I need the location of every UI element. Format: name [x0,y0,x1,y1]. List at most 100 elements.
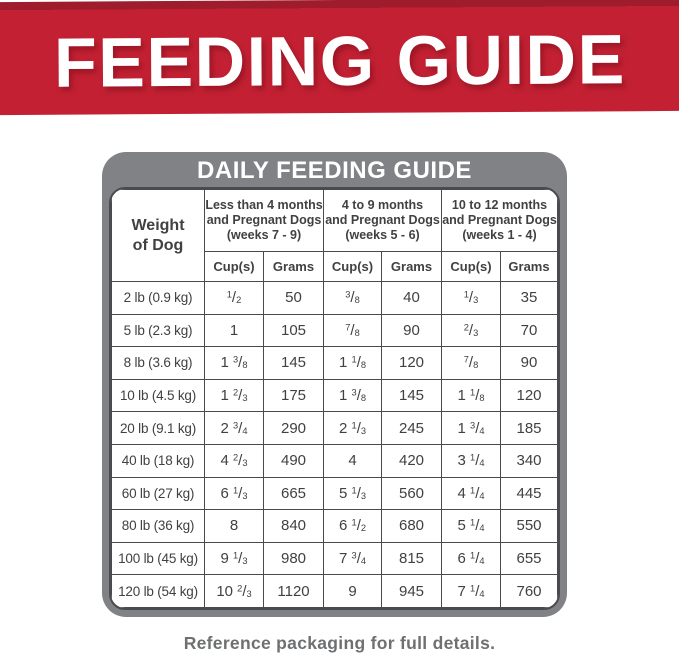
weight-cell: 20 lb (9.1 kg) [111,411,205,445]
cups-cell: 1 3/8 [204,346,264,380]
grams-cell: 945 [381,574,443,608]
grams-cell: 145 [381,378,443,413]
cups-cell: 4 1/4 [441,476,502,511]
weight-cell: 80 lb (36 kg) [111,509,205,543]
col-group-header-1: Less than 4 months and Pregnant Dogs (we… [203,189,325,252]
grams-cell: 420 [381,443,443,478]
feeding-table-wrap: Weight of Dog Less than 4 months and Pre… [109,187,560,610]
grams-cell: 680 [381,509,443,543]
weight-cell: 100 lb (45 kg) [111,541,205,576]
grams-cell: 90 [381,313,443,348]
grams-cell: 665 [262,476,325,511]
table-row: 10 lb (4.5 kg) 1 2/3 175 1 3/8 145 1 1/8… [111,378,558,413]
cups-header-1: Cup(s) [204,251,264,282]
grams-cell: 445 [500,476,558,511]
grams-cell: 145 [262,346,325,380]
weight-cell: 8 lb (3.6 kg) [111,346,205,380]
cups-cell: 1 [204,313,264,348]
grams-cell: 340 [500,443,558,478]
banner-title: FEEDING GUIDE [53,19,626,102]
feeding-guide-banner: FEEDING GUIDE [0,0,679,116]
cups-header-2: Cup(s) [323,251,383,282]
grams-cell: 175 [262,378,325,413]
cups-cell: 4 2/3 [204,443,264,478]
cups-cell: 1 3/8 [323,378,383,413]
grams-cell: 70 [500,313,558,348]
cups-cell: 7 3/4 [323,541,383,576]
table-row: 2 lb (0.9 kg) 1/2 50 3/8 40 1/3 35 [111,281,558,315]
grams-cell: 1120 [262,574,325,608]
cups-cell: 1/2 [204,281,264,315]
table-row: 100 lb (45 kg) 9 1/3 980 7 3/4 815 6 1/4… [111,541,558,576]
table-row: 80 lb (36 kg) 8 840 6 1/2 680 5 1/4 550 [111,509,558,543]
table-row: 5 lb (2.3 kg) 1 105 7/8 90 2/3 70 [111,313,558,348]
daily-feeding-table: Weight of Dog Less than 4 months and Pre… [111,189,558,608]
cups-cell: 3/8 [323,281,383,315]
grams-cell: 90 [500,346,558,380]
table-header-row: Weight of Dog Less than 4 months and Pre… [111,189,558,282]
cups-cell: 10 2/3 [204,574,264,608]
weight-cell: 5 lb (2.3 kg) [111,313,205,348]
cups-cell: 3 1/4 [441,443,502,478]
grams-cell: 50 [262,281,325,315]
grams-cell: 290 [262,411,325,445]
cups-cell: 9 [323,574,383,608]
daily-feeding-guide-panel: DAILY FEEDING GUIDE Weight of Dog Less t… [102,152,567,617]
cups-cell: 6 1/3 [204,476,264,511]
table-row: 8 lb (3.6 kg) 1 3/8 145 1 1/8 120 7/8 90 [111,346,558,380]
col-group-header-3: 10 to 12 months and Pregnant Dogs (weeks… [441,189,558,252]
table-row: 40 lb (18 kg) 4 2/3 490 4 420 3 1/4 340 [111,443,558,478]
cups-cell: 2 3/4 [204,411,264,445]
table-row: 120 lb (54 kg) 10 2/3 1120 9 945 7 1/4 7… [111,574,558,608]
cups-cell: 1 3/4 [441,411,502,445]
grams-cell: 245 [381,411,443,445]
cups-cell: 6 1/2 [323,509,383,543]
cups-cell: 6 1/4 [441,541,502,576]
cups-cell: 4 [323,443,383,478]
grams-cell: 980 [262,541,325,576]
cups-cell: 7/8 [323,313,383,348]
cups-cell: 7 1/4 [441,574,502,608]
cups-cell: 9 1/3 [204,541,264,576]
cups-cell: 7/8 [441,346,502,380]
grams-cell: 760 [500,574,558,608]
grams-header-2: Grams [381,251,443,282]
grams-cell: 840 [262,509,325,543]
grams-cell: 105 [262,313,325,348]
cups-cell: 2/3 [441,313,502,348]
cups-header-3: Cup(s) [441,251,502,282]
cups-cell: 5 1/3 [323,476,383,511]
daily-feeding-guide-title: DAILY FEEDING GUIDE [197,157,472,184]
weight-cell: 2 lb (0.9 kg) [111,281,205,315]
weight-cell: 10 lb (4.5 kg) [111,378,205,413]
cups-cell: 1/3 [441,281,502,315]
grams-cell: 120 [381,346,443,380]
weight-cell: 120 lb (54 kg) [111,574,205,608]
grams-cell: 35 [500,281,558,315]
table-row: 60 lb (27 kg) 6 1/3 665 5 1/3 560 4 1/4 … [111,476,558,511]
cups-cell: 1 1/8 [323,346,383,380]
cups-cell: 5 1/4 [441,509,502,543]
footer-note: Reference packaging for full details. [183,633,496,653]
weight-of-dog-header: Weight of Dog [111,189,205,282]
grams-cell: 560 [381,476,443,511]
cups-cell: 2 1/3 [323,411,383,445]
grams-cell: 120 [500,378,558,413]
grams-cell: 655 [500,541,558,576]
weight-cell: 60 lb (27 kg) [111,476,205,511]
cups-cell: 1 1/8 [441,378,502,413]
grams-cell: 40 [381,281,443,315]
grams-header-1: Grams [262,251,325,282]
weight-cell: 40 lb (18 kg) [111,443,205,478]
grams-cell: 550 [500,509,558,543]
table-unit-header-row: Cup(s) Grams Cup(s) Grams Cup(s) Grams [112,251,558,282]
cups-cell: 1 2/3 [204,378,264,413]
col-group-header-2: 4 to 9 months and Pregnant Dogs (weeks 5… [323,189,443,252]
grams-header-3: Grams [500,251,558,282]
grams-cell: 490 [262,443,325,478]
table-row: 20 lb (9.1 kg) 2 3/4 290 2 1/3 245 1 3/4… [111,411,558,445]
grams-cell: 185 [500,411,558,445]
cups-cell: 8 [204,509,264,543]
grams-cell: 815 [381,541,443,576]
